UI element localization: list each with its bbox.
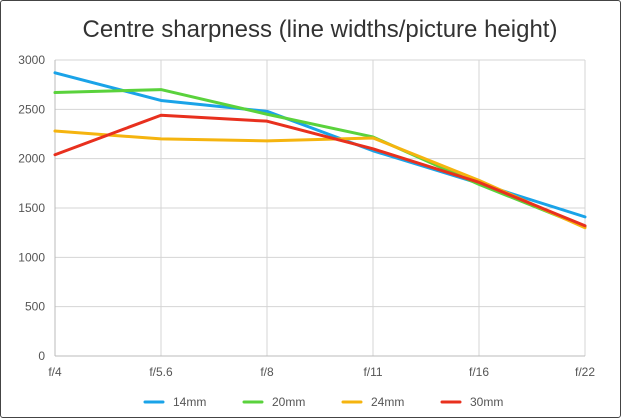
legend: 14mm 20mm 24mm 30mm (143, 395, 503, 409)
y-tick-label: 2500 (18, 102, 45, 116)
chart-title: Centre sharpness (line widths/picture he… (83, 16, 558, 43)
y-tick-label: 0 (38, 349, 45, 363)
x-tick-label: f/8 (260, 365, 274, 379)
series-line-20mm (53, 88, 587, 229)
y-tick-label: 500 (25, 300, 45, 314)
x-tick-label: f/16 (469, 365, 489, 379)
y-tick-label: 1500 (18, 201, 45, 215)
x-tick-label: f/4 (48, 365, 62, 379)
legend-label-24mm: 24mm (371, 395, 404, 409)
legend-label-30mm: 30mm (470, 395, 503, 409)
x-tick-label: f/22 (575, 365, 595, 379)
x-tick-label: f/11 (363, 365, 382, 379)
y-tick-label: 3000 (18, 53, 45, 67)
series-lines (53, 71, 587, 230)
grid (54, 59, 586, 356)
series-line-30mm (53, 113, 587, 228)
series-line-24mm (53, 129, 587, 230)
y-tick-label: 1000 (18, 250, 45, 264)
legend-label-14mm: 14mm (173, 395, 206, 409)
x-tick-label: f/5.6 (149, 365, 173, 379)
legend-label-20mm: 20mm (272, 395, 305, 409)
axes: 0 500 1000 1500 2000 2500 3000 f/4 f/5.6 f/8 f/11 f… (18, 53, 595, 379)
y-tick-label: 2000 (18, 152, 45, 166)
